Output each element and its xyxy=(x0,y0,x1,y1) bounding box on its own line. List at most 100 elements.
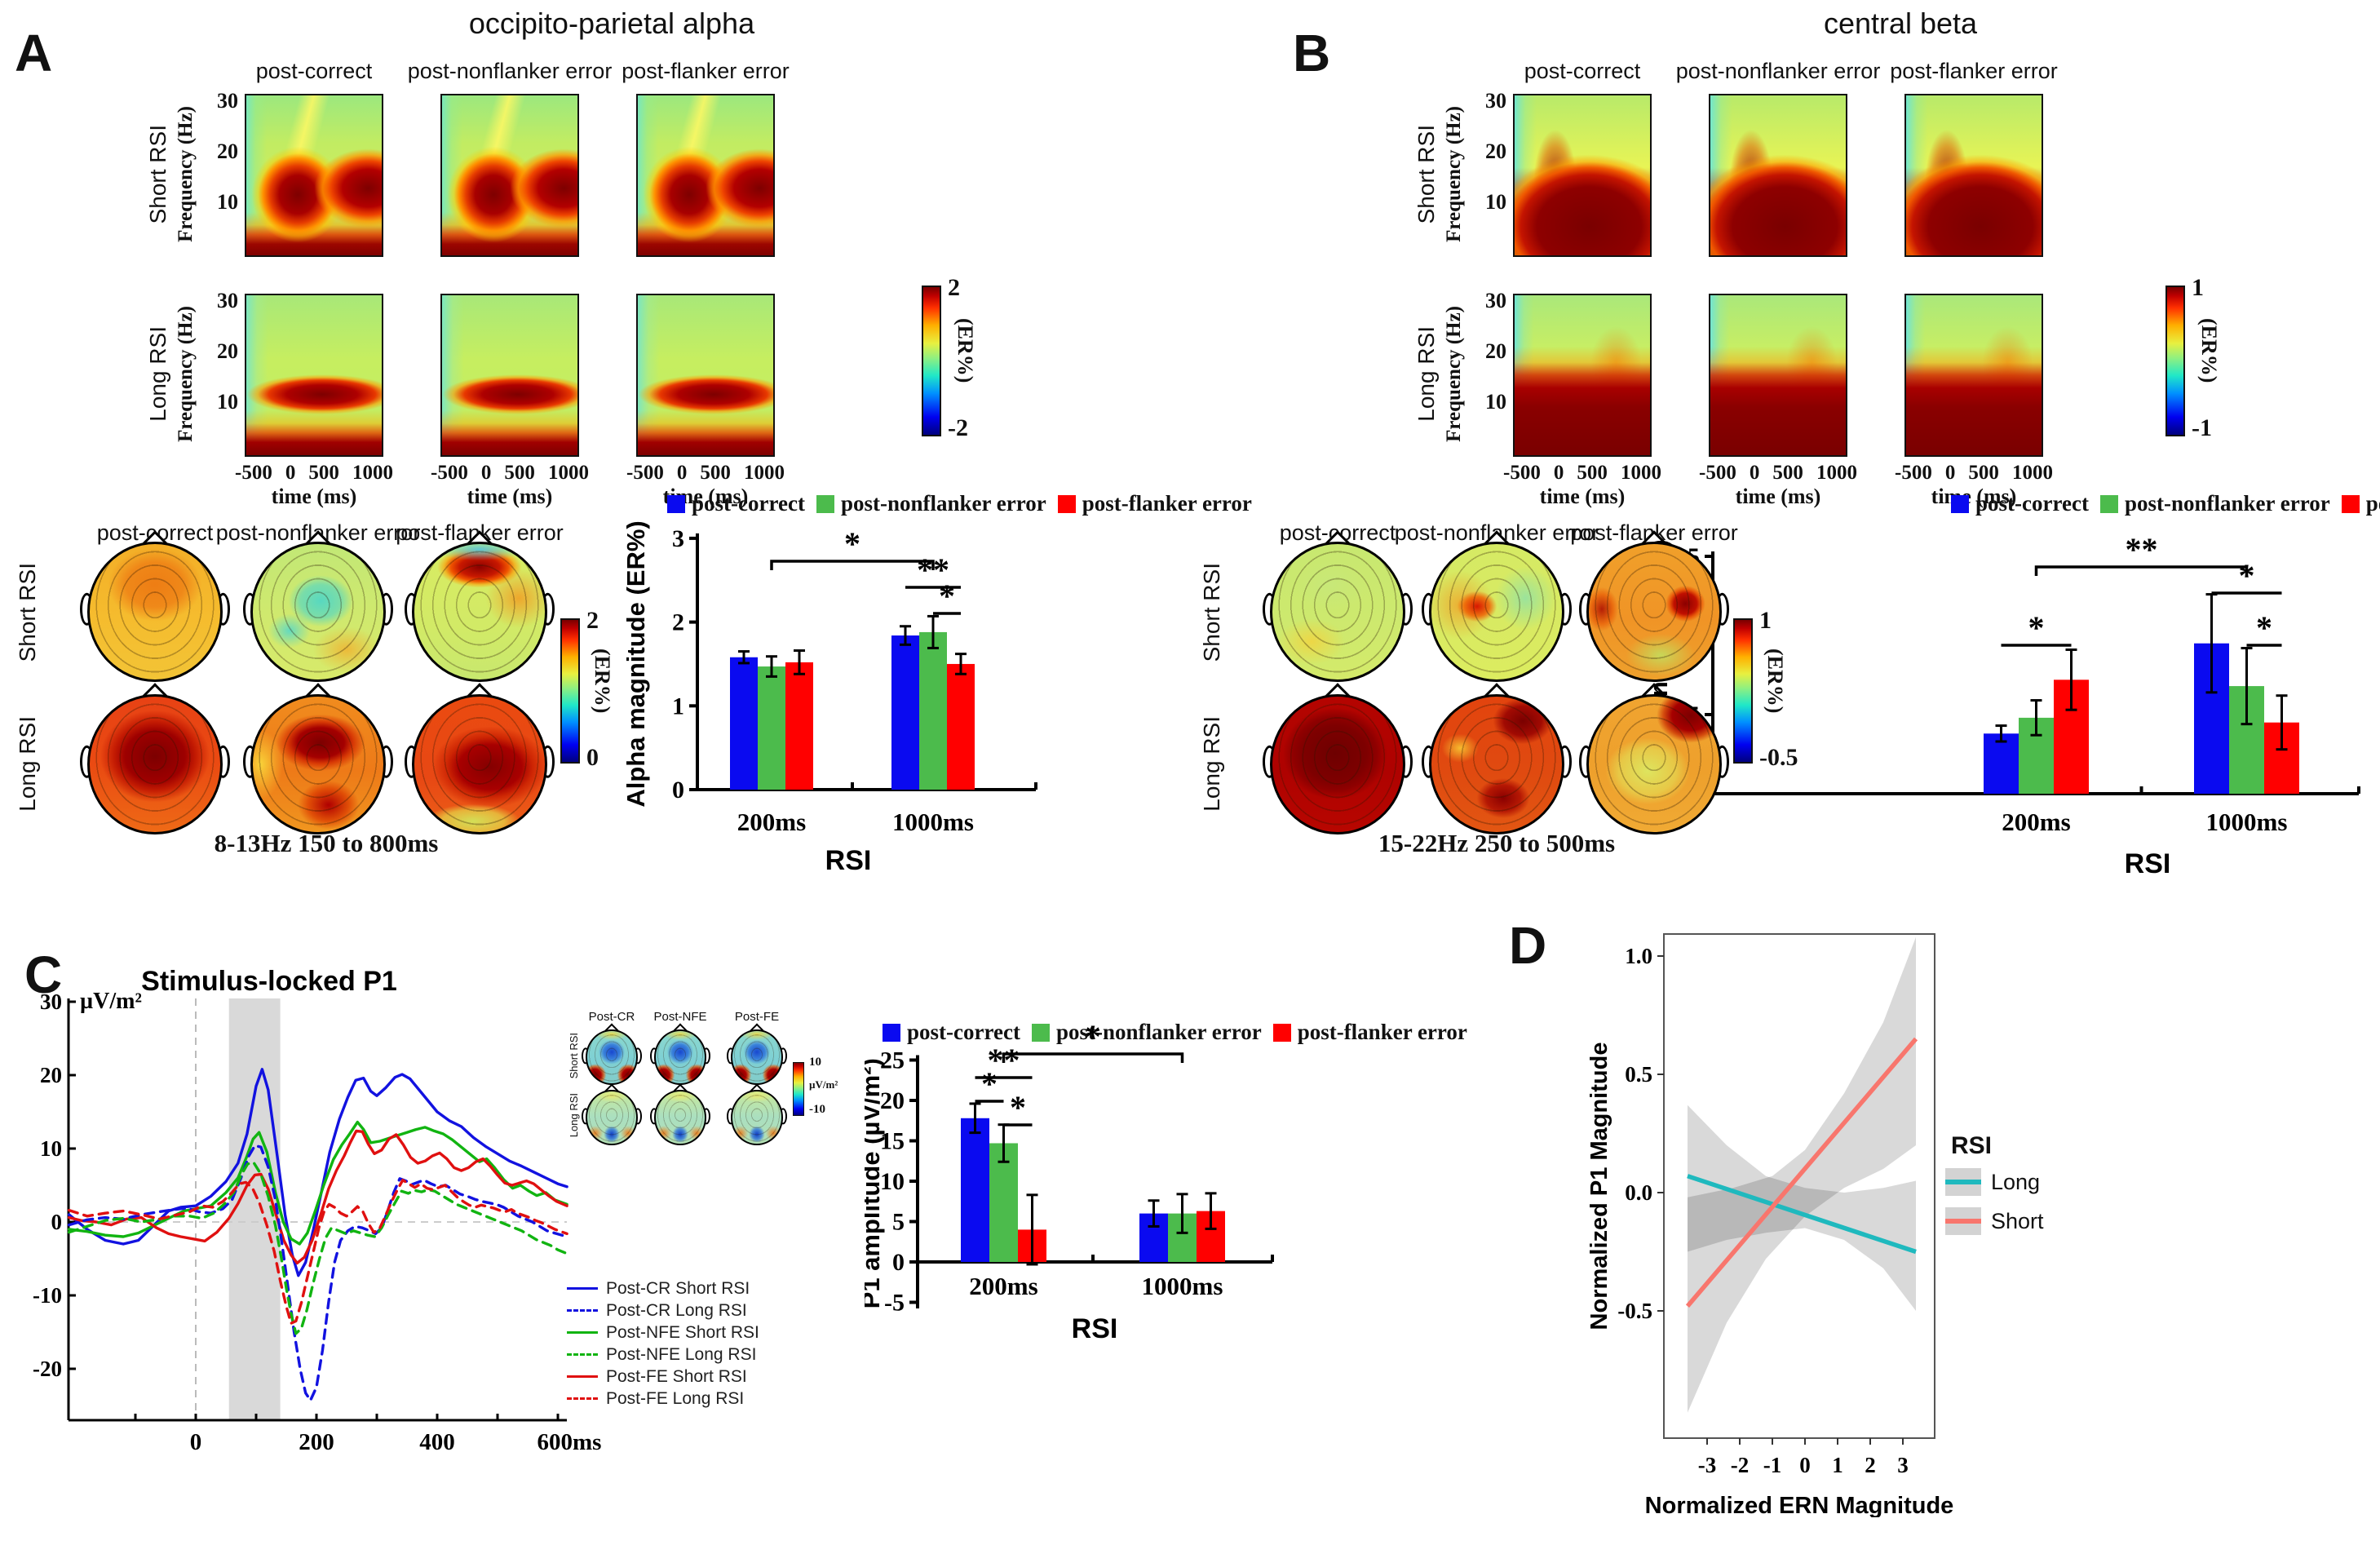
panel-a-time-ticks-2: -500 0 500 1000 xyxy=(431,462,589,485)
spectrogram-b-short-cr xyxy=(1513,94,1652,257)
y-tick-label: 30 xyxy=(40,989,62,1014)
x-tick-label: 0 xyxy=(190,1429,202,1455)
panel-b-tf-cbar-min: -1 xyxy=(2192,414,2212,441)
panel-b-title: central beta xyxy=(1823,7,1978,40)
x-tick-label: 200 xyxy=(299,1429,334,1455)
legend-label: Post-CR Long RSI xyxy=(606,1300,747,1320)
legend-item: post-flanker error xyxy=(2341,491,2380,516)
spectrogram-b-short-nfe xyxy=(1709,94,1847,257)
legend-swatch xyxy=(1057,494,1076,513)
y-axis-label: P1 amplitude (µV/m²) xyxy=(865,1058,885,1308)
topo-b-long-fe xyxy=(1579,683,1729,834)
panel-b-tf-cbar-max: 1 xyxy=(2192,274,2204,301)
legend-label: post-correct xyxy=(692,491,805,516)
legend-line-sample xyxy=(567,1287,598,1290)
sig-stars: * xyxy=(2239,557,2255,594)
inset-col-1: Post-CR xyxy=(588,1010,635,1024)
tick-label: -500 xyxy=(431,462,468,484)
topo-c-long-nfe xyxy=(650,1083,710,1145)
panel-a-time-label-1: time (ms) xyxy=(271,485,357,508)
legend-label: post-nonflanker error xyxy=(1055,1020,1262,1044)
bar-post-flanker error xyxy=(785,662,813,790)
panel-a-topo-row-long: Long RSI xyxy=(15,716,40,812)
topo-b-long-nfe xyxy=(1422,683,1572,834)
topo-b-short-cr xyxy=(1263,530,1413,682)
legend-label: post-correct xyxy=(1975,491,2089,516)
panel-b-label: B xyxy=(1293,24,1331,82)
y-tick-label: 20 xyxy=(40,1063,62,1087)
sig-stars: * xyxy=(1085,1018,1101,1055)
tick-label: 20 xyxy=(1485,339,1506,363)
x-tick-label: -3 xyxy=(1698,1453,1717,1477)
panel-a-topo-cbar-min: 0 xyxy=(586,744,599,771)
spectrogram-b-long-cr xyxy=(1513,294,1652,457)
inset-cbar-unit: µV/m² xyxy=(809,1078,838,1091)
y-tick-label: 20 xyxy=(880,1087,905,1114)
sig-bracket xyxy=(770,560,935,570)
spectrogram-b-long-nfe xyxy=(1709,294,1847,457)
sig-stars: * xyxy=(1010,1089,1026,1126)
erp-curve-Post-CR Long RSI xyxy=(67,1144,568,1402)
panel-b-freq-label-2: Frequency (Hz) xyxy=(1443,306,1465,442)
y-axis-label: Alpha magnitude (ER%) xyxy=(622,520,650,807)
y-axis-label: Normalized P1 Magnitude xyxy=(1586,1043,1612,1330)
legend-line-sample xyxy=(567,1375,598,1378)
topo-b-short-nfe xyxy=(1422,530,1572,682)
legend-item: post-nonflanker error xyxy=(816,491,1046,516)
bar-post-correct xyxy=(1984,733,2019,794)
topo-b-short-fe xyxy=(1579,530,1729,682)
legend-label: Long xyxy=(1991,1169,2041,1194)
inset-cbar-max: 10 xyxy=(809,1056,821,1069)
panel-b-spec-col-3: post-flanker error xyxy=(1890,59,2058,83)
fit-line-Short xyxy=(1685,1037,1918,1308)
topo-a-long-fe xyxy=(405,683,555,834)
bar-post-nonflanker error xyxy=(758,666,785,790)
topo-c-long-cr xyxy=(582,1083,642,1145)
inset-col-3: Post-FE xyxy=(734,1010,780,1024)
spectrogram-a-long-fe xyxy=(636,294,775,457)
panel-b-topo-row-short: Short RSI xyxy=(1199,563,1224,662)
topo-a-long-cr xyxy=(80,683,230,834)
tick-label: 1000 xyxy=(352,462,393,484)
sig-stars: * xyxy=(2028,609,2045,646)
y-tick-label: 0 xyxy=(672,777,684,803)
y-tick-label: 0.5 xyxy=(1625,1062,1652,1087)
spectrogram-b-long-fe xyxy=(1904,294,2043,457)
legend-label: Post-NFE Long RSI xyxy=(606,1344,757,1364)
y-tick-label: 0 xyxy=(892,1249,905,1276)
legend-item: post-correct xyxy=(883,1020,1020,1045)
topo-c-short-cr xyxy=(582,1023,642,1085)
sig-stars: ** xyxy=(917,551,949,588)
x-tick-label: 400 xyxy=(419,1429,455,1455)
panel-a-bar-legend: post-correct post-nonflanker error post-fl… xyxy=(667,491,1252,516)
legend-label: post-flanker error xyxy=(2365,491,2380,516)
legend-swatch xyxy=(883,1023,900,1042)
panel-b-topo-cbar-max: 1 xyxy=(1759,607,1772,634)
erp-curve-Post-CR Short RSI xyxy=(67,1068,568,1277)
sig-stars: * xyxy=(939,578,955,614)
rsi-legend-item: Short xyxy=(1945,1207,2044,1235)
erp-legend-item: Post-FE Short RSI xyxy=(567,1366,759,1388)
legend-line-sample xyxy=(567,1331,598,1334)
legend-line-sample xyxy=(567,1309,598,1312)
panel-a-tf-cbar-label: (ER%) xyxy=(953,318,977,383)
tick-label: 0 xyxy=(285,462,296,484)
d-legend-title: RSI xyxy=(1951,1132,1993,1159)
legend-label: post-nonflanker error xyxy=(840,491,1046,516)
x-tick-label: 2 xyxy=(1865,1453,1876,1477)
legend-swatch xyxy=(1031,1023,1050,1042)
tick-label: -500 xyxy=(235,462,272,484)
y-tick-label: 0.0 xyxy=(1625,1180,1652,1205)
panel-c-label: C xyxy=(24,945,63,1004)
tick-label: 500 xyxy=(1968,462,1999,484)
panel-a-row-long: Long RSI xyxy=(145,326,170,422)
panel-a-tf-colorbar xyxy=(922,286,941,436)
legend-swatch xyxy=(1951,494,1969,513)
y-tick-label: 10 xyxy=(880,1168,905,1195)
legend-label: post-nonflanker error xyxy=(2124,491,2330,516)
panel-a-time-label-2: time (ms) xyxy=(467,485,553,508)
legend-item: post-nonflanker error xyxy=(2099,491,2330,516)
rsi-legend-item: Long xyxy=(1945,1168,2044,1196)
erp-curve-Post-FE Short RSI xyxy=(67,1129,568,1265)
sig-stars: ** xyxy=(2126,531,2158,568)
